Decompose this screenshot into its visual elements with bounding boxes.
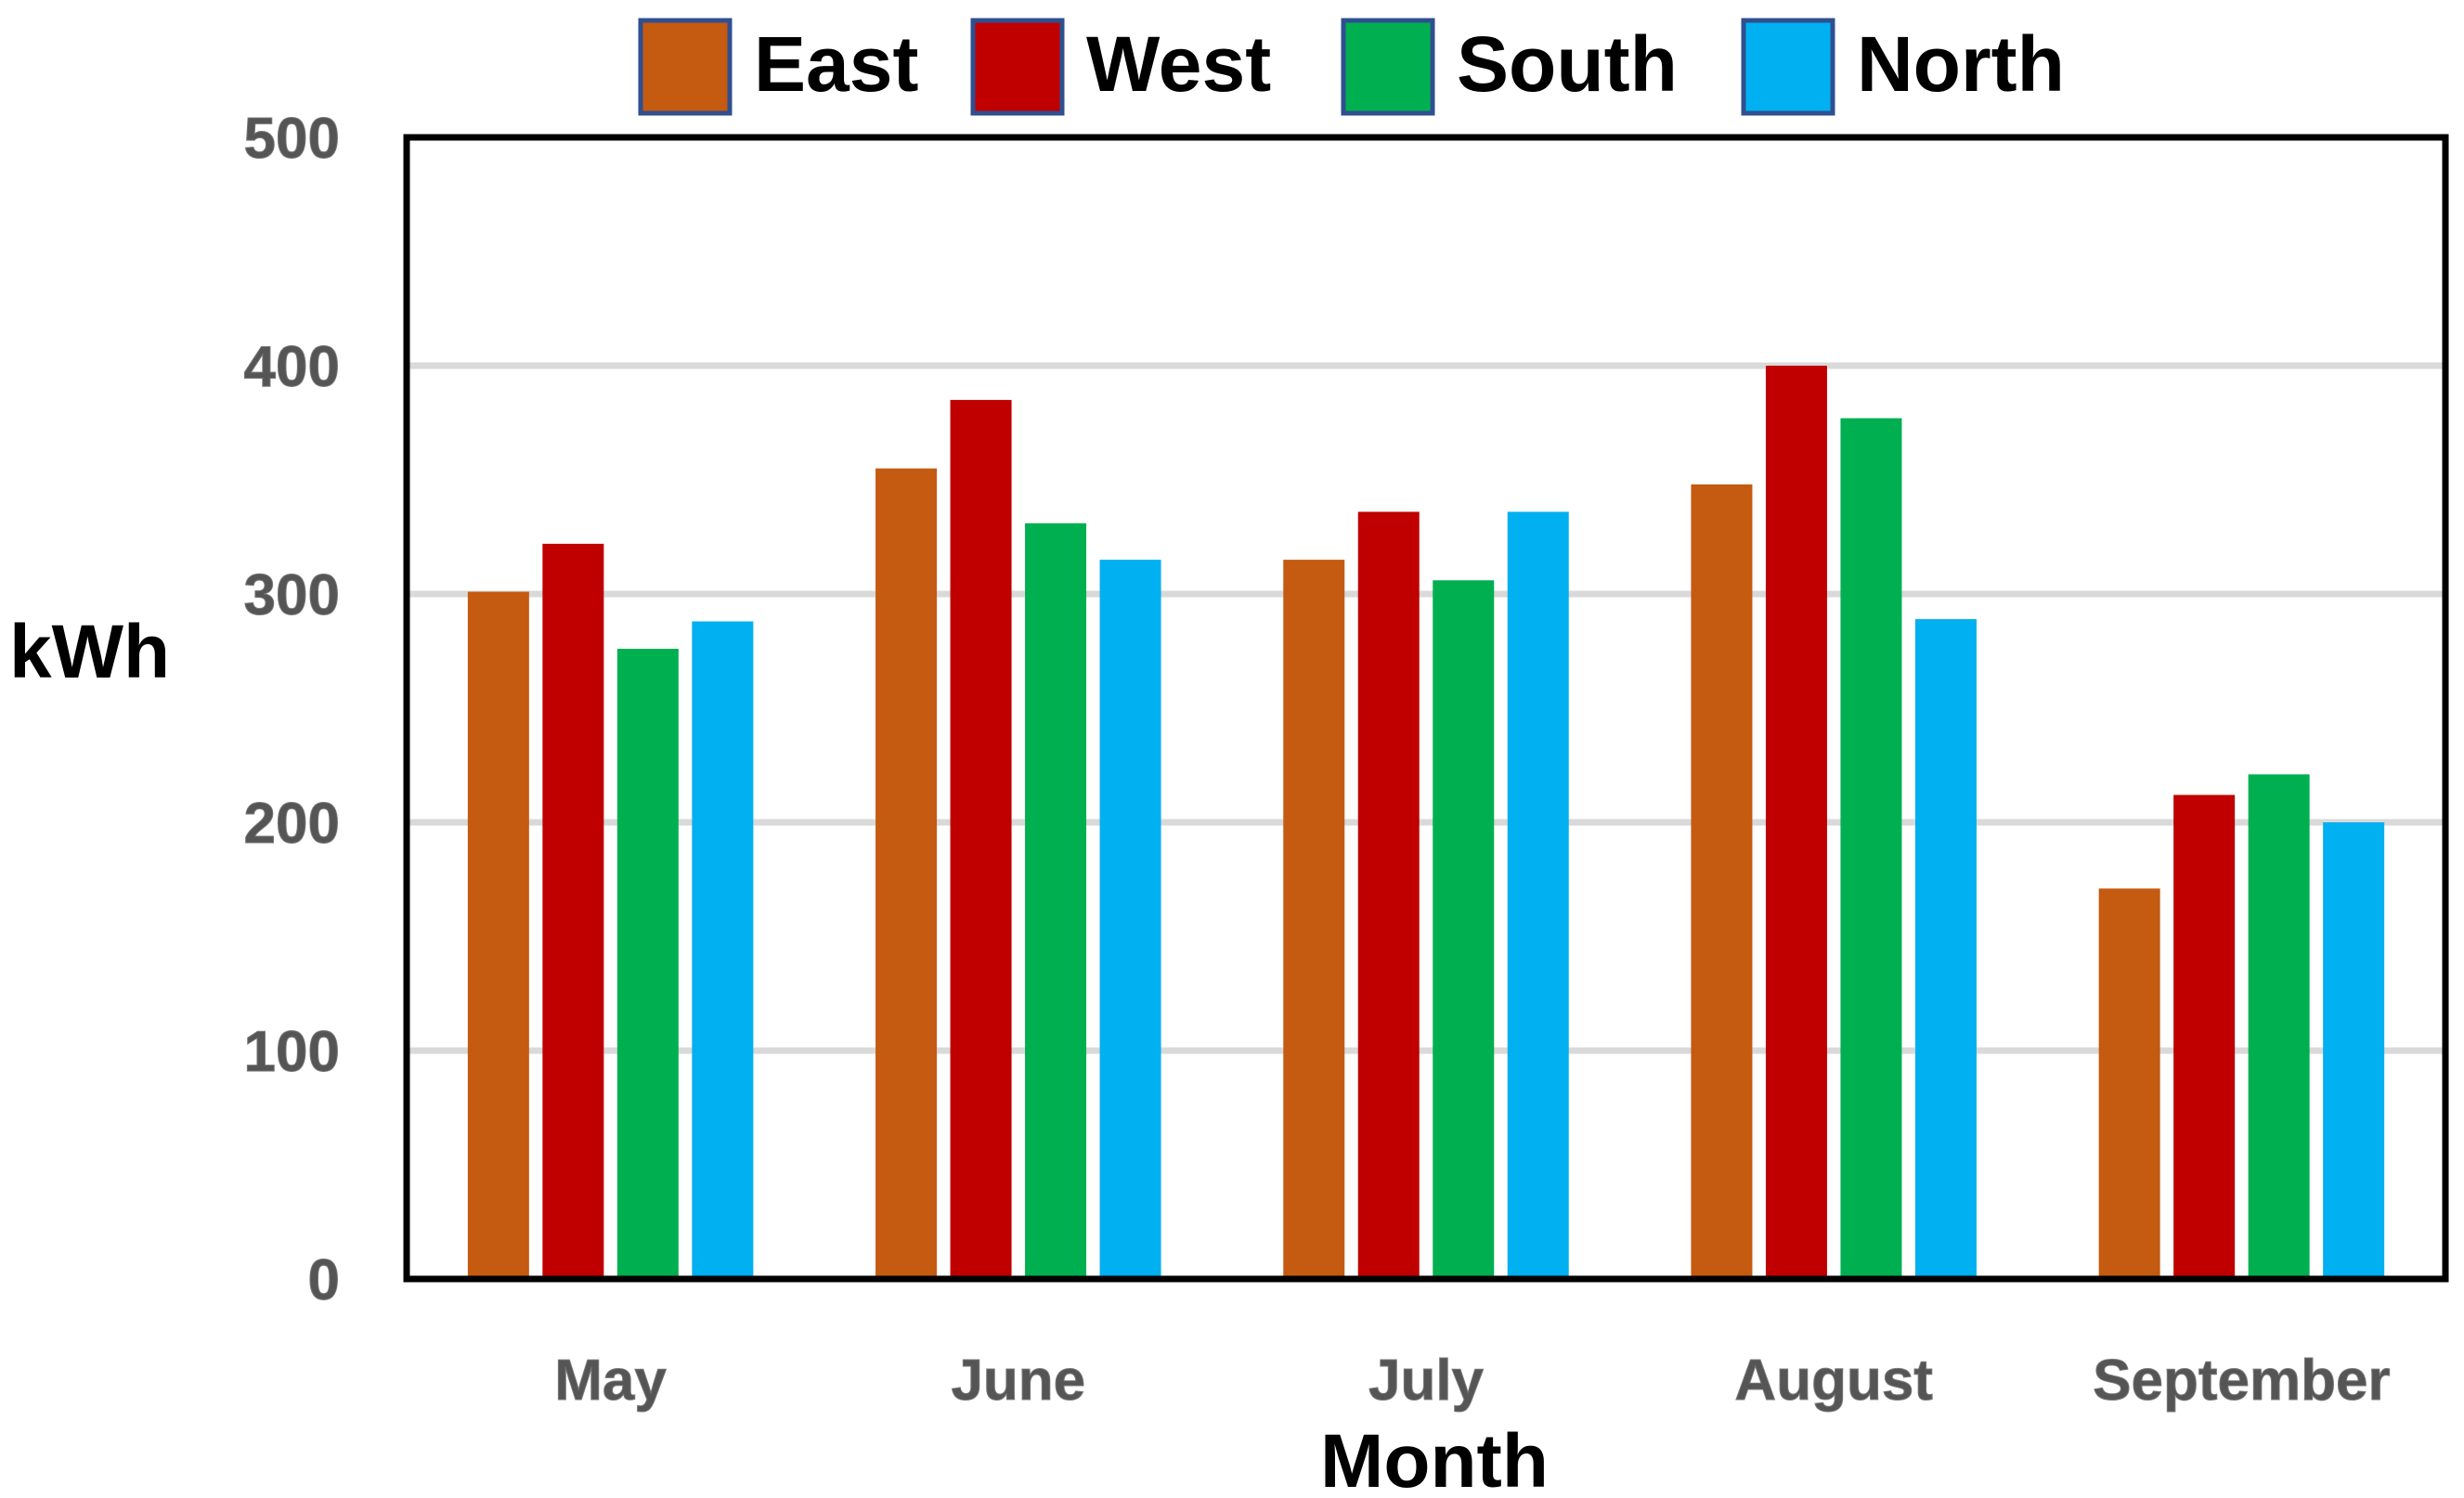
bar-west-june xyxy=(950,399,1012,1279)
y-tick-label: 300 xyxy=(244,563,340,627)
bar-west-may xyxy=(542,543,604,1279)
y-tick-label: 400 xyxy=(244,335,340,399)
y-tick-label: 100 xyxy=(244,1020,340,1084)
bar-east-august xyxy=(1691,484,1753,1279)
legend-label-south: South xyxy=(1457,20,1678,108)
x-axis-title: Month xyxy=(1320,1419,1549,1498)
bar-north-august xyxy=(1914,619,1977,1279)
legend-swatch-north xyxy=(1741,18,1835,116)
legend: East West South North xyxy=(638,18,2065,116)
bar-south-september xyxy=(2248,774,2310,1279)
bar-south-june xyxy=(1025,523,1087,1279)
bar-west-august xyxy=(1765,366,1827,1279)
bar-north-may xyxy=(692,621,754,1279)
y-tick-label: 0 xyxy=(308,1248,340,1312)
x-tick-label: May xyxy=(554,1349,667,1413)
y-axis-ticks: 0 100 200 300 400 500 xyxy=(243,107,340,1313)
y-tick-label: 500 xyxy=(244,107,340,171)
x-tick-label: July xyxy=(1368,1349,1485,1413)
x-tick-label: August xyxy=(1734,1349,1933,1413)
legend-label-west: West xyxy=(1086,20,1271,108)
x-tick-label: September xyxy=(2093,1349,2390,1413)
legend-label-north: North xyxy=(1857,20,2065,108)
legend-label-east: East xyxy=(754,20,918,108)
legend-swatch-east xyxy=(638,18,733,116)
legend-swatch-south xyxy=(1341,18,1435,116)
bar-south-july xyxy=(1433,580,1495,1279)
bar-north-september xyxy=(2323,822,2385,1279)
x-tick-label: June xyxy=(951,1349,1085,1413)
y-tick-label: 200 xyxy=(244,792,340,856)
bars xyxy=(467,366,2385,1280)
y-axis-title: kWh xyxy=(9,610,170,694)
bar-east-july xyxy=(1283,560,1345,1279)
x-axis-ticks: May June July August September xyxy=(554,1349,2391,1414)
bar-west-september xyxy=(2173,794,2236,1279)
plot-frame xyxy=(403,134,2449,1283)
bar-west-july xyxy=(1357,511,1420,1279)
legend-swatch-west xyxy=(970,18,1065,116)
bar-east-may xyxy=(467,591,529,1279)
bar-south-august xyxy=(1840,418,1902,1280)
bar-east-june xyxy=(875,468,938,1279)
bar-east-september xyxy=(2098,888,2160,1279)
bar-north-july xyxy=(1507,511,1569,1279)
bar-south-may xyxy=(616,649,679,1279)
bar-north-june xyxy=(1099,560,1161,1279)
